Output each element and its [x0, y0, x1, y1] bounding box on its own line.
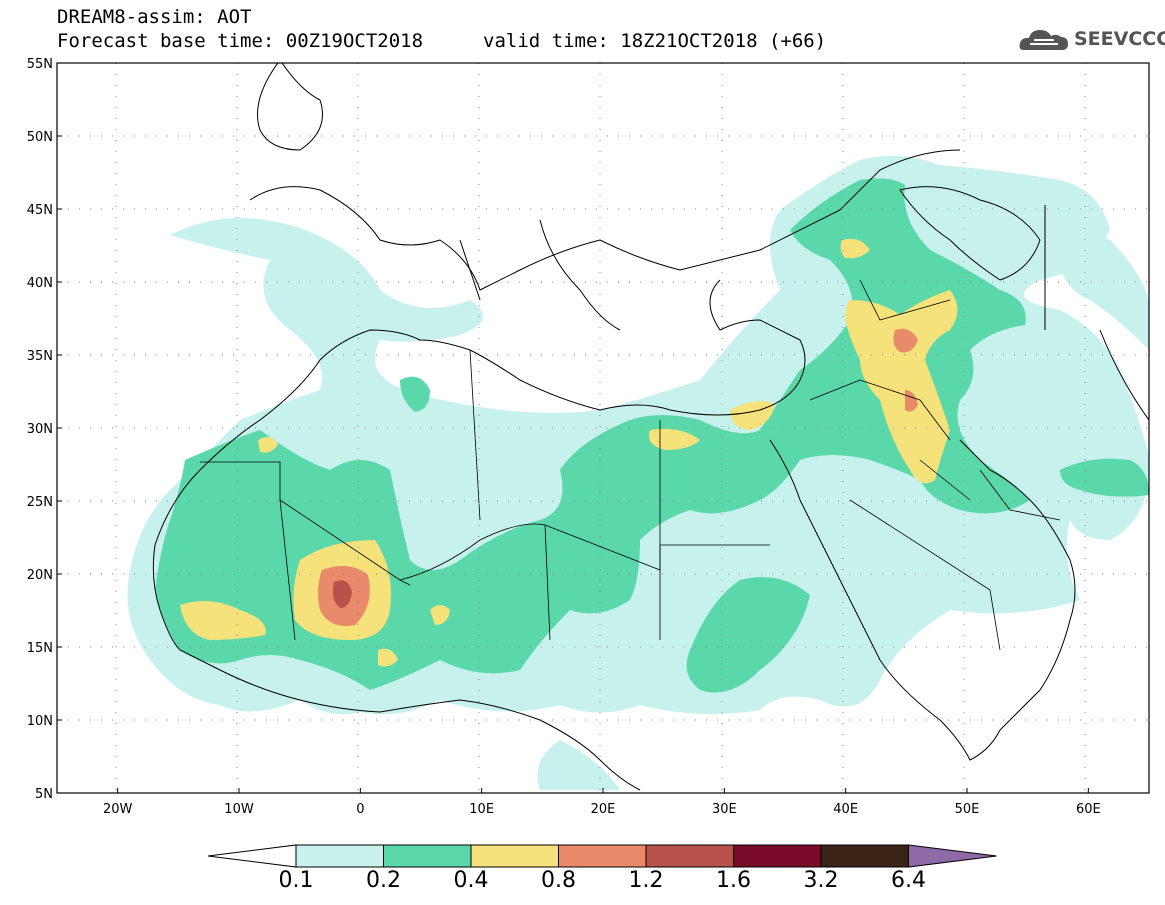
seevccc-logo: SEEVCCC [1018, 24, 1165, 56]
map-title: DREAM8-assim: AOT [57, 6, 252, 28]
colorbar-box [733, 844, 822, 868]
lat-tick-label: 5N [35, 787, 53, 802]
lat-tick-label: 20N [27, 568, 53, 583]
colorbar-level-label: 0.1 [278, 868, 314, 893]
lat-tick-label: 40N [27, 276, 53, 291]
colorbar-level-label: 6.4 [891, 868, 926, 893]
lon-tick-label: 20W [103, 802, 133, 817]
colorbar-box [295, 844, 384, 868]
country-borders [200, 279, 1061, 651]
logo-text: SEEVCCC [1074, 28, 1165, 50]
colorbar-level-label: 1.6 [716, 868, 751, 893]
lon-tick-label: 10W [224, 802, 254, 817]
lat-tick-label: 25N [27, 495, 53, 510]
lon-tick-label: 40E [833, 802, 858, 817]
colorbar-box [470, 844, 559, 868]
lat-tick-label: 15N [27, 641, 53, 656]
aot-level-0.4 [180, 238, 958, 667]
coastlines [152, 63, 1149, 791]
colorbar-box [645, 844, 734, 868]
lat-tick-label: 55N [27, 57, 53, 72]
lat-tick-label: 35N [27, 349, 53, 364]
lon-tick-label: 60E [1076, 802, 1101, 817]
colorbar-level-label: 1.2 [628, 868, 664, 893]
colorbar-box [558, 844, 647, 868]
aot-level-1.2 [332, 580, 352, 608]
colorbar-over-triangle [908, 844, 997, 868]
lon-tick-label: 30E [712, 802, 737, 817]
graticule [57, 63, 1149, 793]
longitude-ticks: 20W 10W 0 10E 20E 30E 40E 50E 60E [103, 788, 1101, 817]
lon-tick-label: 20E [591, 802, 616, 817]
colorbar-under-triangle [207, 844, 297, 868]
forecast-base-time: Forecast base time: 00Z19OCT2018 [57, 30, 424, 52]
colorbar-level-label: 0.2 [366, 868, 401, 893]
lat-tick-label: 50N [27, 130, 53, 145]
colorbar-level-label: 0.8 [541, 868, 576, 893]
cloud-logo-icon [1019, 30, 1068, 50]
colorbar-level-label: 0.4 [453, 868, 489, 893]
lon-tick-label: 0 [356, 802, 364, 817]
lat-tick-label: 30N [27, 422, 53, 437]
latitude-ticks: 55N 50N 45N 40N 35N 30N 25N 20N 15N 10N 5N [27, 57, 62, 802]
colorbar-level-label: 3.2 [803, 868, 839, 893]
lon-tick-label: 50E [955, 802, 980, 817]
valid-time: valid time: 18Z21OCT2018 (+66) [483, 30, 827, 52]
lon-tick-label: 10E [469, 802, 494, 817]
lat-tick-label: 45N [27, 203, 53, 218]
colorbar-box [383, 844, 472, 868]
lat-tick-label: 10N [27, 714, 53, 729]
colorbar-box [820, 844, 909, 868]
